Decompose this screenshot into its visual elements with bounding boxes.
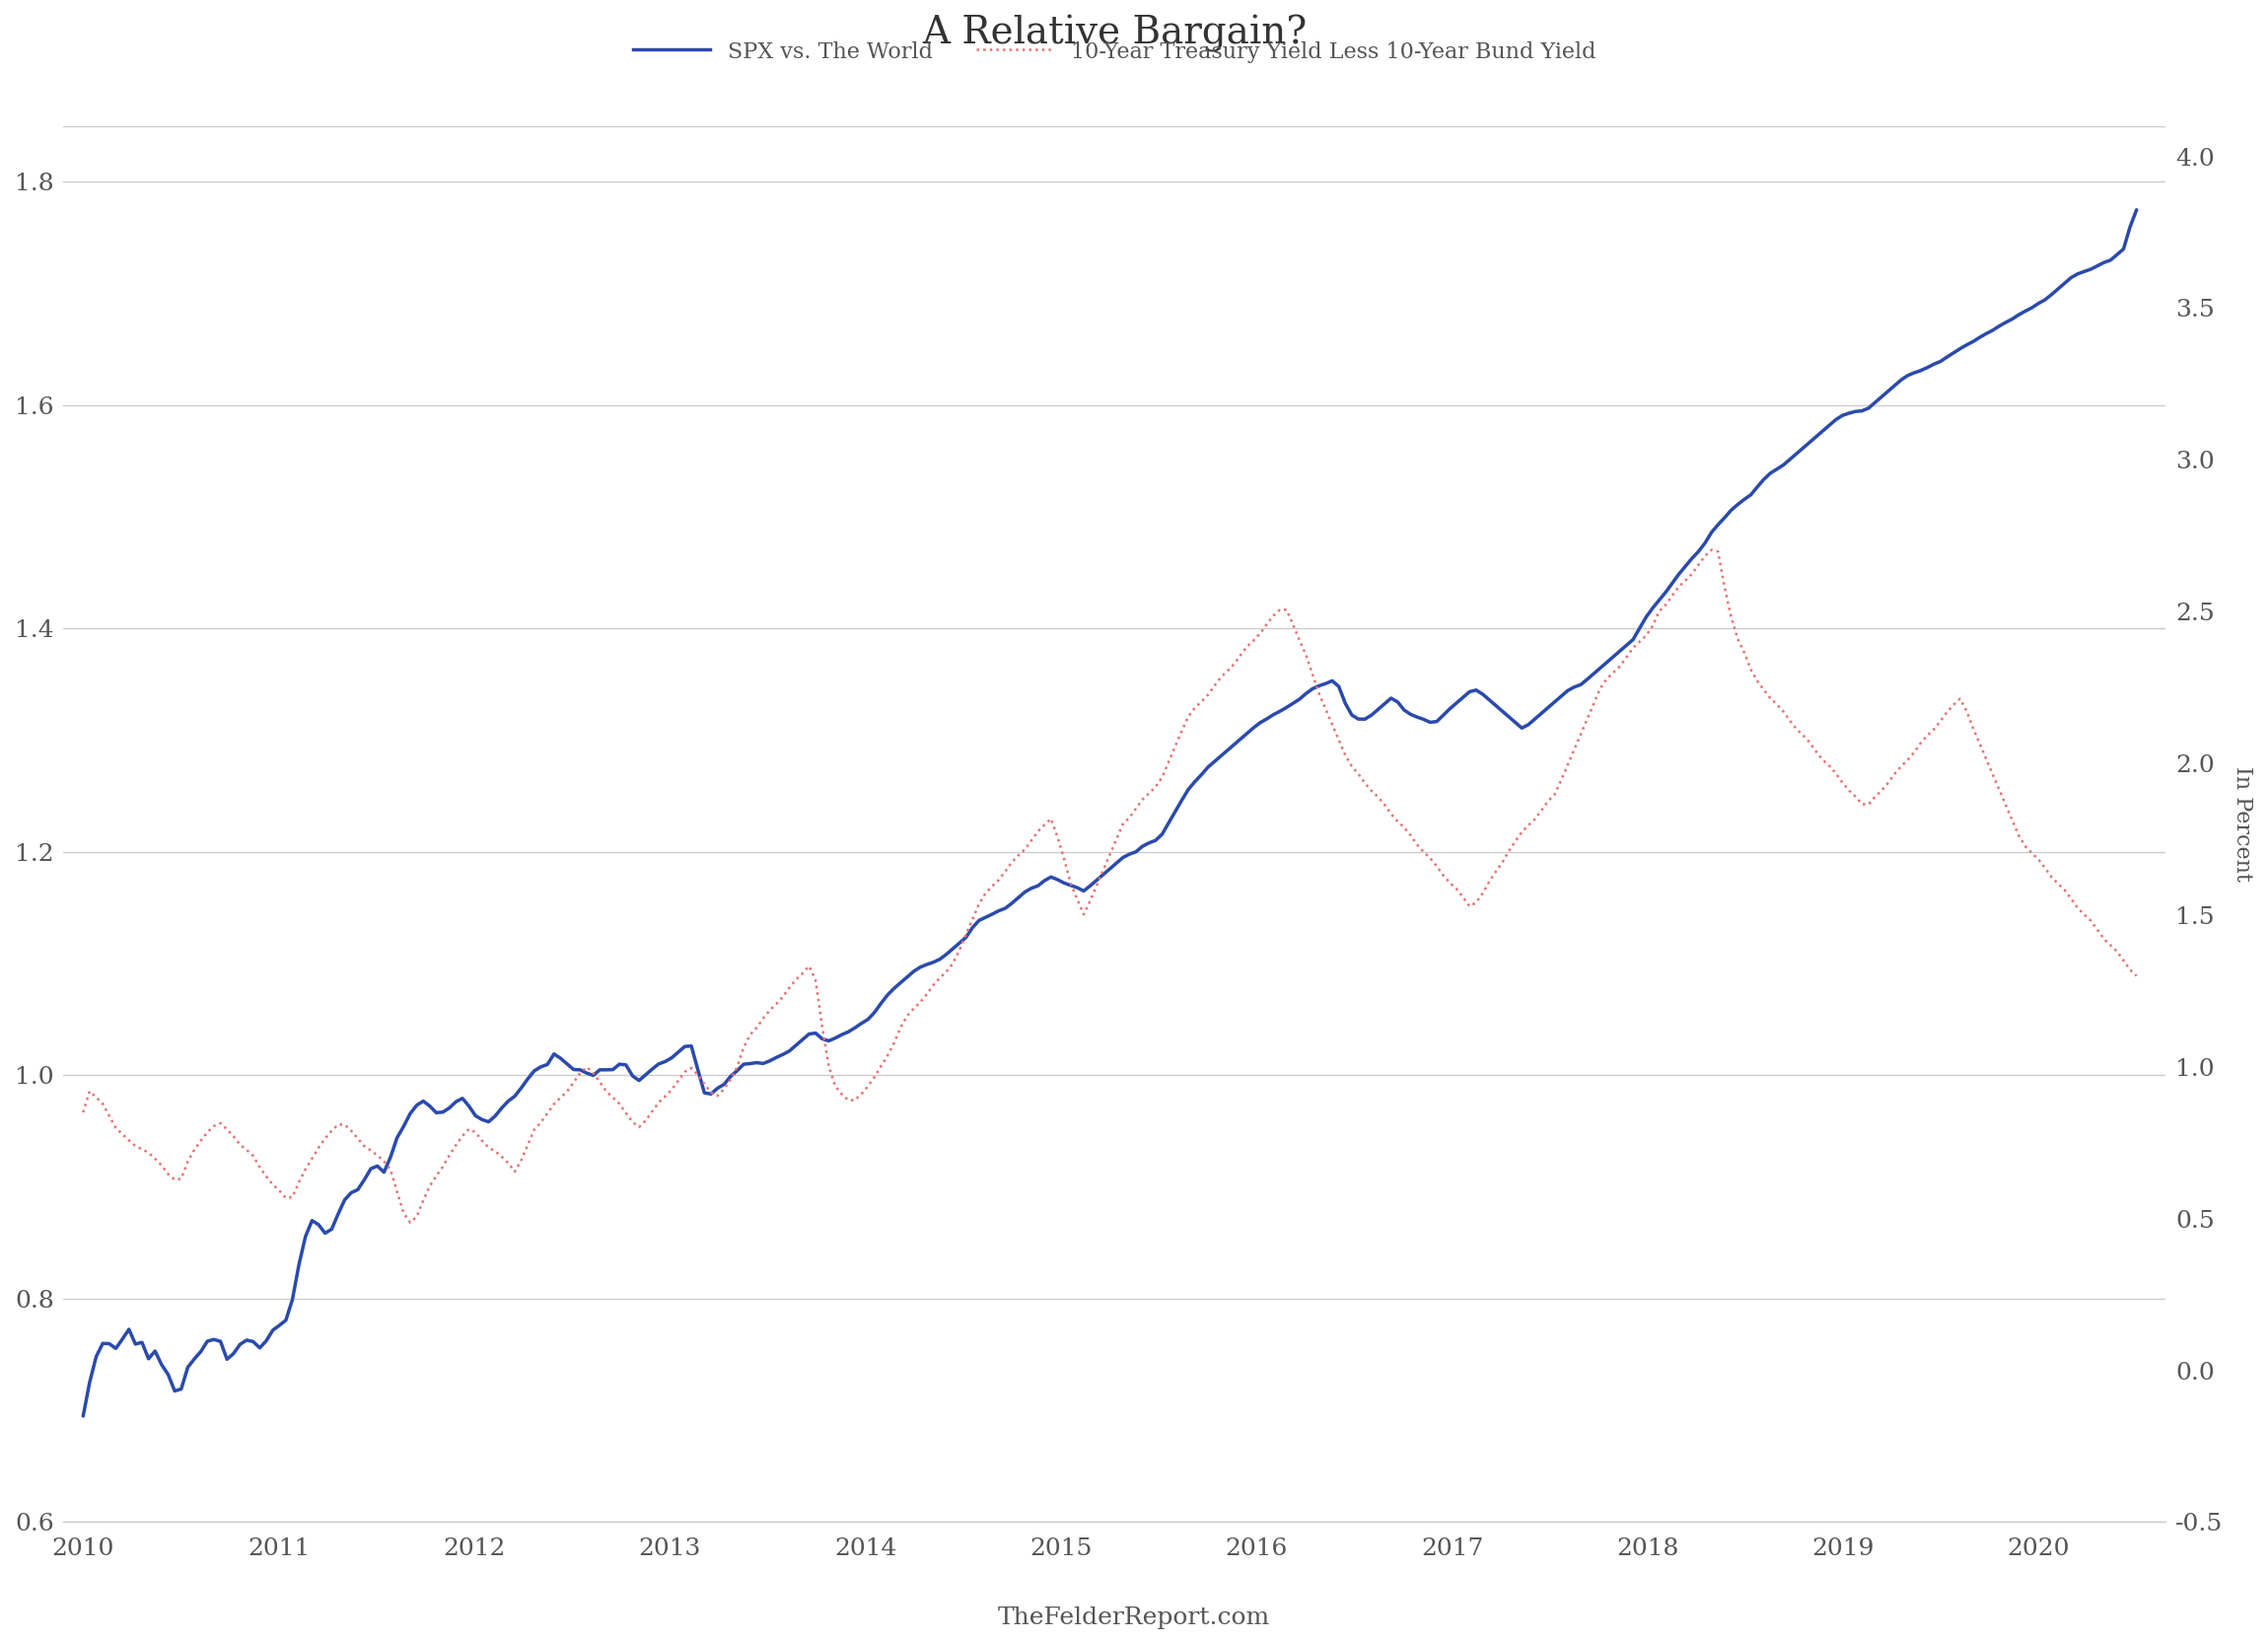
Legend: SPX vs. The World, 10-Year Treasury Yield Less 10-Year Bund Yield: SPX vs. The World, 10-Year Treasury Yiel… — [624, 33, 1606, 72]
Text: TheFelderReport.com: TheFelderReport.com — [998, 1607, 1270, 1630]
Y-axis label: In Percent: In Percent — [2232, 766, 2252, 881]
Title: A Relative Bargain?: A Relative Bargain? — [923, 15, 1306, 53]
